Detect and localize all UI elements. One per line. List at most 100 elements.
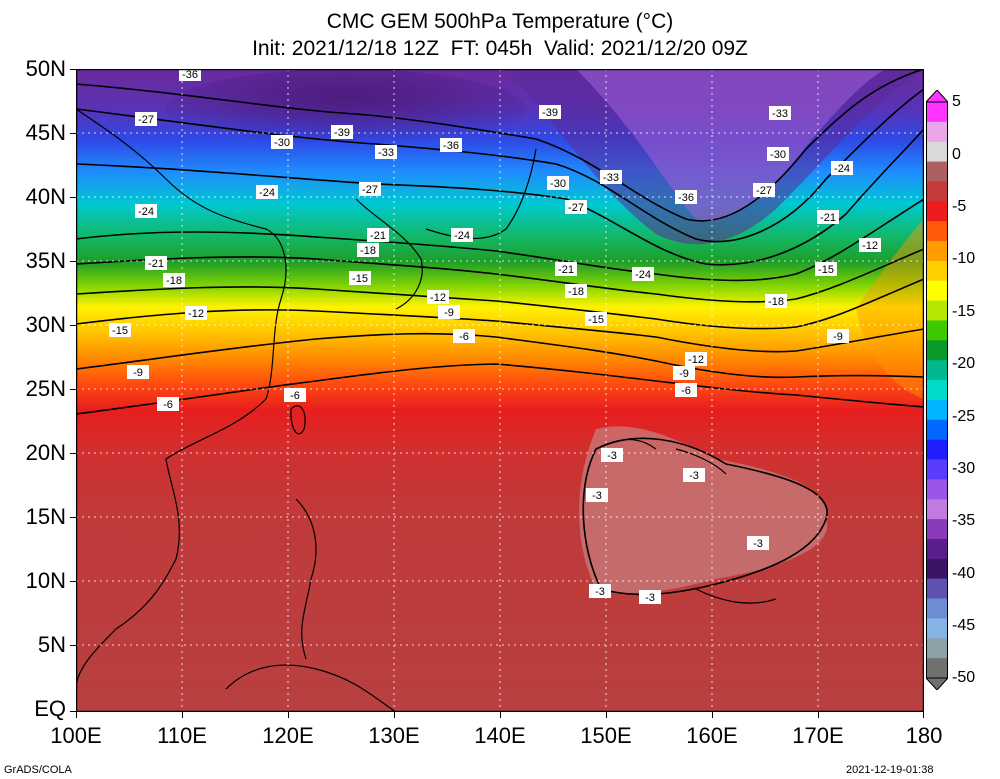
lon-label: 110E xyxy=(157,723,207,748)
svg-text:-6: -6 xyxy=(290,390,300,402)
contour-label: -27 xyxy=(359,182,381,196)
contour-label: -9 xyxy=(827,329,849,343)
lat-label: 5N xyxy=(37,632,66,657)
svg-text:-36: -36 xyxy=(182,69,198,81)
axis-tick xyxy=(70,325,76,326)
svg-text:-30: -30 xyxy=(274,137,290,149)
contour-label: -24 xyxy=(831,161,853,175)
map-frame xyxy=(76,69,924,712)
contour-label: -33 xyxy=(600,170,622,184)
axis-tick xyxy=(70,389,76,390)
colorbar-label: -25 xyxy=(952,408,976,425)
contour-label: -18 xyxy=(163,273,185,287)
colorbar-cell xyxy=(926,519,948,540)
colorbar-cell xyxy=(926,538,948,560)
colorbar-cell xyxy=(926,499,948,520)
colorbar-cell xyxy=(926,578,948,599)
contour-label: -18 xyxy=(765,294,787,308)
colorbar-label: -20 xyxy=(952,355,976,372)
svg-text:-18: -18 xyxy=(166,275,182,287)
island-coastline xyxy=(695,588,777,604)
contour-label: -3 xyxy=(747,536,769,550)
colorbar-cell xyxy=(926,121,948,143)
contour-label: -3 xyxy=(586,488,608,502)
contour-label: -12 xyxy=(185,306,207,320)
axis-tick xyxy=(70,517,76,518)
axis-tick xyxy=(70,711,76,712)
colorbar-frame xyxy=(926,101,948,679)
chart-title: CMC GEM 500hPa Temperature (°C) xyxy=(326,10,674,33)
svg-text:-15: -15 xyxy=(588,314,604,326)
colorbar-cell xyxy=(926,459,948,480)
colorbar-cell xyxy=(926,638,948,659)
colorbar-label: -15 xyxy=(952,303,976,320)
colorbar-label: -10 xyxy=(952,250,976,267)
contour-label: -15 xyxy=(585,312,607,326)
colorbar-label: 0 xyxy=(952,146,961,163)
svg-text:-33: -33 xyxy=(378,147,394,159)
colorbar-cell xyxy=(926,380,948,401)
colorbar-cell xyxy=(926,658,948,679)
colorbar-label: -35 xyxy=(952,512,976,529)
axis-tick xyxy=(818,712,819,718)
svg-text:-30: -30 xyxy=(770,149,786,161)
axis-tick xyxy=(923,712,924,718)
colorbar-cell xyxy=(926,479,948,500)
chart-subtitle: Init: 2021/12/18 12Z FT: 045h Valid: 202… xyxy=(252,37,748,60)
svg-text:-39: -39 xyxy=(334,127,350,139)
temperature-map: -36 -27 -39 -30 -33 -36 -39 -33 -30 -24 … xyxy=(76,69,924,712)
axis-tick xyxy=(394,712,395,718)
warm-tongue-shading xyxy=(856,219,924,399)
contour-label: -9 xyxy=(673,366,695,380)
colorbar-cell xyxy=(926,598,948,619)
svg-text:-24: -24 xyxy=(454,230,470,242)
svg-text:-15: -15 xyxy=(112,325,128,337)
svg-text:-33: -33 xyxy=(603,172,619,184)
contour-label: -6 xyxy=(284,388,306,402)
svg-text:-3: -3 xyxy=(595,586,605,598)
colorbar-cell xyxy=(926,300,948,321)
svg-text:-6: -6 xyxy=(163,399,173,411)
lat-label: 25N xyxy=(25,376,66,401)
colorbar-cell xyxy=(926,340,948,361)
svg-text:-3: -3 xyxy=(753,538,763,550)
colorbar-cell xyxy=(926,320,948,341)
contour-label: -15 xyxy=(109,323,131,337)
borneo-coastline xyxy=(225,664,397,712)
svg-text:-39: -39 xyxy=(542,107,558,119)
axis-tick xyxy=(70,453,76,454)
contour-label: -21 xyxy=(367,228,389,242)
warm-core-region xyxy=(579,426,828,594)
lon-label: 140E xyxy=(474,723,526,748)
axis-tick xyxy=(182,712,183,718)
contour-label: -33 xyxy=(769,106,791,120)
svg-text:-27: -27 xyxy=(138,114,154,126)
colorbar-cell xyxy=(926,260,948,282)
colorbar-max-arrow xyxy=(926,90,948,103)
contour-label: -21 xyxy=(145,256,167,270)
svg-text:-3: -3 xyxy=(689,470,699,482)
contour-label: -15 xyxy=(349,271,371,285)
contour-labels: -36 -27 -39 -30 -33 -36 -39 -33 -30 -24 … xyxy=(109,69,881,604)
colorbar-cell xyxy=(926,558,948,579)
korea-japan-coastline xyxy=(355,198,423,310)
colorbar-cell xyxy=(926,241,948,262)
colorbar-min-arrow xyxy=(926,677,948,690)
lat-label: 35N xyxy=(25,248,66,273)
contour-label: -24 xyxy=(451,228,473,242)
colorbar-cell xyxy=(926,201,948,222)
lat-label: 50N xyxy=(25,56,66,81)
svg-text:-24: -24 xyxy=(138,206,154,218)
svg-text:-3: -3 xyxy=(592,490,602,502)
lon-label: 120E xyxy=(262,723,314,748)
colorbar-label: -40 xyxy=(952,565,976,582)
lat-label: 30N xyxy=(25,312,66,337)
colorbar-cell xyxy=(926,221,948,242)
contour-label: -9 xyxy=(127,365,149,379)
taiwan-coastline xyxy=(290,405,306,435)
lat-label: 20N xyxy=(25,440,66,465)
lat-label: 40N xyxy=(25,184,66,209)
contour-label: -3 xyxy=(639,590,661,604)
svg-text:-27: -27 xyxy=(756,185,772,197)
footer-timestamp: 2021-12-19-01:38 xyxy=(846,764,934,776)
